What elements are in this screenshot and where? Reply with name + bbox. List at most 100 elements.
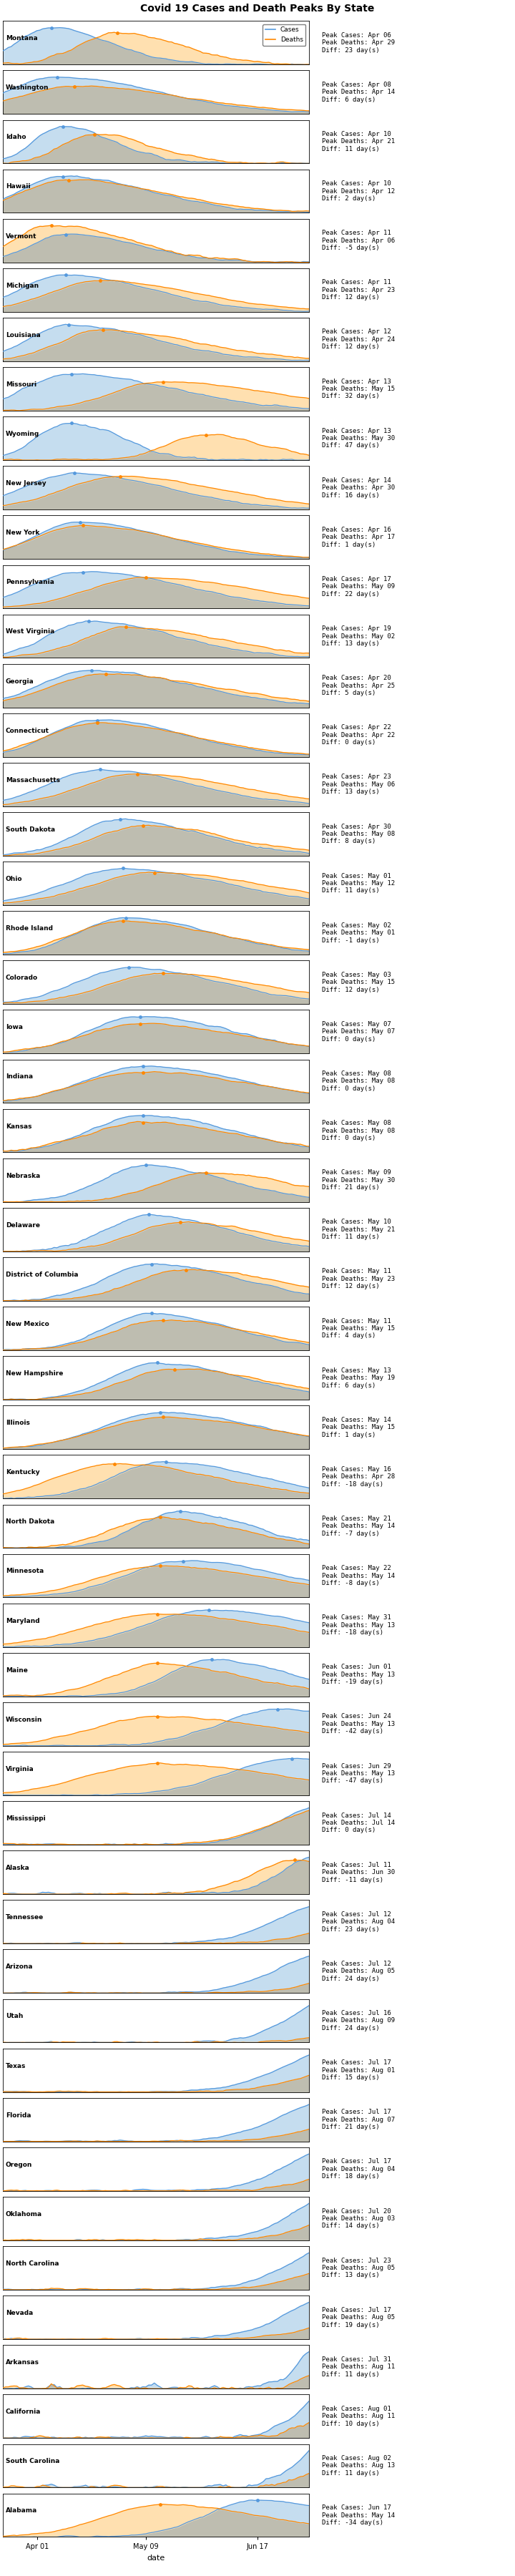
- Text: Peak Cases: Apr 13
Peak Deaths: May 30
Diff: 47 day(s): Peak Cases: Apr 13 Peak Deaths: May 30 D…: [322, 428, 395, 448]
- Text: Peak Cases: Jul 31
Peak Deaths: Aug 11
Diff: 11 day(s): Peak Cases: Jul 31 Peak Deaths: Aug 11 D…: [322, 2357, 395, 2378]
- Text: New York: New York: [6, 531, 40, 536]
- Text: Texas: Texas: [6, 2063, 26, 2069]
- Text: Peak Cases: May 31
Peak Deaths: May 13
Diff: -18 day(s): Peak Cases: May 31 Peak Deaths: May 13 D…: [322, 1615, 395, 1636]
- Text: Peak Cases: Jul 17
Peak Deaths: Aug 05
Diff: 19 day(s): Peak Cases: Jul 17 Peak Deaths: Aug 05 D…: [322, 2306, 395, 2329]
- Text: Peak Cases: May 02
Peak Deaths: May 01
Diff: -1 day(s): Peak Cases: May 02 Peak Deaths: May 01 D…: [322, 922, 395, 943]
- Text: Connecticut: Connecticut: [6, 726, 49, 734]
- Text: Peak Cases: Jul 17
Peak Deaths: Aug 07
Diff: 21 day(s): Peak Cases: Jul 17 Peak Deaths: Aug 07 D…: [322, 2110, 395, 2130]
- Text: Peak Cases: Jul 20
Peak Deaths: Aug 03
Diff: 14 day(s): Peak Cases: Jul 20 Peak Deaths: Aug 03 D…: [322, 2208, 395, 2228]
- Text: Wyoming: Wyoming: [6, 430, 40, 438]
- Text: Peak Cases: Apr 14
Peak Deaths: Apr 30
Diff: 16 day(s): Peak Cases: Apr 14 Peak Deaths: Apr 30 D…: [322, 477, 395, 500]
- Text: Peak Cases: Jun 29
Peak Deaths: May 13
Diff: -47 day(s): Peak Cases: Jun 29 Peak Deaths: May 13 D…: [322, 1762, 395, 1785]
- Text: Peak Cases: May 07
Peak Deaths: May 07
Diff: 0 day(s): Peak Cases: May 07 Peak Deaths: May 07 D…: [322, 1020, 395, 1043]
- Text: Peak Cases: May 01
Peak Deaths: May 12
Diff: 11 day(s): Peak Cases: May 01 Peak Deaths: May 12 D…: [322, 873, 395, 894]
- Text: Vermont: Vermont: [6, 232, 37, 240]
- Text: Peak Cases: Jul 11
Peak Deaths: Jun 30
Diff: -11 day(s): Peak Cases: Jul 11 Peak Deaths: Jun 30 D…: [322, 1862, 395, 1883]
- Text: Peak Cases: Apr 11
Peak Deaths: Apr 23
Diff: 12 day(s): Peak Cases: Apr 11 Peak Deaths: Apr 23 D…: [322, 278, 395, 301]
- Text: Alabama: Alabama: [6, 2506, 37, 2514]
- Text: Rhode Island: Rhode Island: [6, 925, 53, 933]
- Text: Pennsylvania: Pennsylvania: [6, 580, 54, 585]
- Text: Peak Cases: Apr 30
Peak Deaths: May 08
Diff: 8 day(s): Peak Cases: Apr 30 Peak Deaths: May 08 D…: [322, 824, 395, 845]
- Text: Peak Cases: Apr 19
Peak Deaths: May 02
Diff: 13 day(s): Peak Cases: Apr 19 Peak Deaths: May 02 D…: [322, 626, 395, 647]
- Text: Peak Cases: Apr 08
Peak Deaths: Apr 14
Diff: 6 day(s): Peak Cases: Apr 08 Peak Deaths: Apr 14 D…: [322, 82, 395, 103]
- Text: Ohio: Ohio: [6, 876, 23, 881]
- Text: Nebraska: Nebraska: [6, 1172, 40, 1180]
- Text: Peak Cases: Apr 12
Peak Deaths: Apr 24
Diff: 12 day(s): Peak Cases: Apr 12 Peak Deaths: Apr 24 D…: [322, 330, 395, 350]
- Text: Peak Cases: Jun 24
Peak Deaths: May 13
Diff: -42 day(s): Peak Cases: Jun 24 Peak Deaths: May 13 D…: [322, 1713, 395, 1734]
- Text: Louisiana: Louisiana: [6, 332, 41, 337]
- Text: Peak Cases: Apr 10
Peak Deaths: Apr 12
Diff: 2 day(s): Peak Cases: Apr 10 Peak Deaths: Apr 12 D…: [322, 180, 395, 201]
- Text: Missouri: Missouri: [6, 381, 37, 389]
- Text: Hawaii: Hawaii: [6, 183, 30, 191]
- Text: District of Columbia: District of Columbia: [6, 1273, 78, 1278]
- Text: Utah: Utah: [6, 2014, 23, 2020]
- Text: Peak Cases: May 08
Peak Deaths: May 08
Diff: 0 day(s): Peak Cases: May 08 Peak Deaths: May 08 D…: [322, 1121, 395, 1141]
- Text: Peak Cases: Apr 20
Peak Deaths: Apr 25
Diff: 5 day(s): Peak Cases: Apr 20 Peak Deaths: Apr 25 D…: [322, 675, 395, 696]
- Text: Peak Cases: May 08
Peak Deaths: May 08
Diff: 0 day(s): Peak Cases: May 08 Peak Deaths: May 08 D…: [322, 1072, 395, 1092]
- Text: Peak Cases: May 03
Peak Deaths: May 15
Diff: 12 day(s): Peak Cases: May 03 Peak Deaths: May 15 D…: [322, 971, 395, 992]
- Text: Idaho: Idaho: [6, 134, 26, 142]
- Text: Michigan: Michigan: [6, 283, 39, 289]
- Text: Colorado: Colorado: [6, 974, 38, 981]
- Text: West Virginia: West Virginia: [6, 629, 55, 636]
- Text: Peak Cases: May 09
Peak Deaths: May 30
Diff: 21 day(s): Peak Cases: May 09 Peak Deaths: May 30 D…: [322, 1170, 395, 1190]
- Text: New Mexico: New Mexico: [6, 1321, 49, 1327]
- Text: Peak Cases: Jul 16
Peak Deaths: Aug 09
Diff: 24 day(s): Peak Cases: Jul 16 Peak Deaths: Aug 09 D…: [322, 2009, 395, 2032]
- Text: Peak Cases: Jul 12
Peak Deaths: Aug 04
Diff: 23 day(s): Peak Cases: Jul 12 Peak Deaths: Aug 04 D…: [322, 1911, 395, 1932]
- Text: California: California: [6, 2409, 41, 2416]
- Text: Peak Cases: Apr 23
Peak Deaths: May 06
Diff: 13 day(s): Peak Cases: Apr 23 Peak Deaths: May 06 D…: [322, 773, 395, 796]
- Legend: Cases, Deaths: Cases, Deaths: [263, 23, 306, 46]
- Text: Indiana: Indiana: [6, 1074, 33, 1079]
- X-axis label: date: date: [147, 2555, 165, 2561]
- Text: Illinois: Illinois: [6, 1419, 30, 1427]
- Text: Oregon: Oregon: [6, 2161, 32, 2169]
- Text: Peak Cases: Jul 14
Peak Deaths: Jul 14
Diff: 0 day(s): Peak Cases: Jul 14 Peak Deaths: Jul 14 D…: [322, 1814, 395, 1834]
- Text: Montana: Montana: [6, 36, 38, 41]
- Text: Peak Cases: Jul 23
Peak Deaths: Aug 05
Diff: 13 day(s): Peak Cases: Jul 23 Peak Deaths: Aug 05 D…: [322, 2257, 395, 2280]
- Text: Minnesota: Minnesota: [6, 1569, 44, 1574]
- Text: Iowa: Iowa: [6, 1025, 23, 1030]
- Text: Massachusetts: Massachusetts: [6, 778, 60, 783]
- Text: Peak Cases: Jul 17
Peak Deaths: Aug 01
Diff: 15 day(s): Peak Cases: Jul 17 Peak Deaths: Aug 01 D…: [322, 2058, 395, 2081]
- Text: Peak Cases: Apr 10
Peak Deaths: Apr 21
Diff: 11 day(s): Peak Cases: Apr 10 Peak Deaths: Apr 21 D…: [322, 131, 395, 152]
- Text: Wisconsin: Wisconsin: [6, 1716, 42, 1723]
- Text: Peak Cases: Jun 17
Peak Deaths: May 14
Diff: -34 day(s): Peak Cases: Jun 17 Peak Deaths: May 14 D…: [322, 2504, 395, 2527]
- Text: Virginia: Virginia: [6, 1767, 34, 1772]
- Text: Peak Cases: Apr 06
Peak Deaths: Apr 29
Diff: 23 day(s): Peak Cases: Apr 06 Peak Deaths: Apr 29 D…: [322, 31, 395, 54]
- Text: Kentucky: Kentucky: [6, 1468, 40, 1476]
- Text: Peak Cases: Apr 11
Peak Deaths: Apr 06
Diff: -5 day(s): Peak Cases: Apr 11 Peak Deaths: Apr 06 D…: [322, 229, 395, 252]
- Text: Maryland: Maryland: [6, 1618, 40, 1623]
- Text: Peak Cases: Jun 01
Peak Deaths: May 13
Diff: -19 day(s): Peak Cases: Jun 01 Peak Deaths: May 13 D…: [322, 1664, 395, 1685]
- Text: Peak Cases: Jul 12
Peak Deaths: Aug 05
Diff: 24 day(s): Peak Cases: Jul 12 Peak Deaths: Aug 05 D…: [322, 1960, 395, 1981]
- Text: Peak Cases: Apr 22
Peak Deaths: Apr 22
Diff: 0 day(s): Peak Cases: Apr 22 Peak Deaths: Apr 22 D…: [322, 724, 395, 744]
- Text: Peak Cases: Aug 01
Peak Deaths: Aug 11
Diff: 10 day(s): Peak Cases: Aug 01 Peak Deaths: Aug 11 D…: [322, 2406, 395, 2427]
- Text: Peak Cases: Apr 17
Peak Deaths: May 09
Diff: 22 day(s): Peak Cases: Apr 17 Peak Deaths: May 09 D…: [322, 577, 395, 598]
- Text: North Carolina: North Carolina: [6, 2259, 59, 2267]
- Text: Maine: Maine: [6, 1667, 28, 1674]
- Text: South Carolina: South Carolina: [6, 2458, 60, 2465]
- Text: Peak Cases: Apr 13
Peak Deaths: May 15
Diff: 32 day(s): Peak Cases: Apr 13 Peak Deaths: May 15 D…: [322, 379, 395, 399]
- Text: Nevada: Nevada: [6, 2311, 33, 2316]
- Text: Georgia: Georgia: [6, 677, 34, 685]
- Text: Peak Cases: May 11
Peak Deaths: May 23
Diff: 12 day(s): Peak Cases: May 11 Peak Deaths: May 23 D…: [322, 1267, 395, 1291]
- Text: Peak Cases: May 14
Peak Deaths: May 15
Diff: 1 day(s): Peak Cases: May 14 Peak Deaths: May 15 D…: [322, 1417, 395, 1437]
- Text: Peak Cases: Apr 16
Peak Deaths: Apr 17
Diff: 1 day(s): Peak Cases: Apr 16 Peak Deaths: Apr 17 D…: [322, 526, 395, 549]
- Text: Peak Cases: May 13
Peak Deaths: May 19
Diff: 6 day(s): Peak Cases: May 13 Peak Deaths: May 19 D…: [322, 1368, 395, 1388]
- Text: Florida: Florida: [6, 2112, 31, 2117]
- Text: Peak Cases: May 11
Peak Deaths: May 15
Diff: 4 day(s): Peak Cases: May 11 Peak Deaths: May 15 D…: [322, 1319, 395, 1340]
- Text: Tennessee: Tennessee: [6, 1914, 44, 1922]
- Text: Mississippi: Mississippi: [6, 1816, 45, 1821]
- Text: Peak Cases: May 21
Peak Deaths: May 14
Diff: -7 day(s): Peak Cases: May 21 Peak Deaths: May 14 D…: [322, 1515, 395, 1538]
- Text: Peak Cases: Jul 17
Peak Deaths: Aug 04
Diff: 18 day(s): Peak Cases: Jul 17 Peak Deaths: Aug 04 D…: [322, 2159, 395, 2179]
- Text: Peak Cases: May 22
Peak Deaths: May 14
Diff: -8 day(s): Peak Cases: May 22 Peak Deaths: May 14 D…: [322, 1566, 395, 1587]
- Text: New Hampshire: New Hampshire: [6, 1370, 63, 1376]
- Text: North Dakota: North Dakota: [6, 1520, 55, 1525]
- Text: Alaska: Alaska: [6, 1865, 30, 1870]
- Text: Oklahoma: Oklahoma: [6, 2210, 42, 2218]
- Text: Arizona: Arizona: [6, 1963, 33, 1971]
- Text: Arkansas: Arkansas: [6, 2360, 39, 2365]
- Text: Covid 19 Cases and Death Peaks By State: Covid 19 Cases and Death Peaks By State: [141, 3, 374, 13]
- Text: South Dakota: South Dakota: [6, 827, 55, 832]
- Text: Delaware: Delaware: [6, 1221, 40, 1229]
- Text: Kansas: Kansas: [6, 1123, 32, 1128]
